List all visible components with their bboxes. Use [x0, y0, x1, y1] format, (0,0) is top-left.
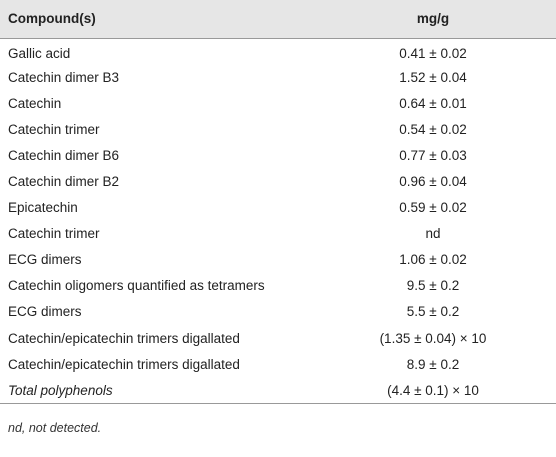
footnote: nd, not detected. [8, 420, 102, 435]
table-row: Catechin/epicatechin trimers digallated (… [0, 325, 556, 351]
table-row: Catechin 0.64 ± 0.01 [0, 90, 556, 116]
table-cell: (1.35 ± 0.04) × 10 [379, 330, 487, 346]
data-table: Compound(s) mg/g Gallic acid 0.41 ± 0.02 C… [0, 0, 556, 404]
table-cell: Catechin dimer B2 [8, 174, 120, 190]
table-cell: 8.9 ± 0.2 [406, 356, 460, 372]
table-row: Catechin oligomers quantified as tetrame… [0, 273, 556, 299]
table-row: Catechin/epicatechin trimers digallated 8… [0, 351, 556, 377]
table-cell: 0.96 ± 0.04 [399, 174, 467, 190]
table-row: Total polyphenols (4.4 ± 0.1) × 10 [0, 377, 556, 404]
header-cell: mg/g [416, 11, 450, 27]
table-cell: ECG dimers [8, 252, 82, 268]
table-cell: 0.77 ± 0.03 [399, 147, 467, 163]
header-cell: Compound(s) [8, 11, 96, 27]
table-cell: 1.06 ± 0.02 [399, 252, 467, 268]
table-row: Catechin dimer B2 0.96 ± 0.04 [0, 168, 556, 194]
table-cell: 0.54 ± 0.02 [399, 121, 467, 137]
table-row: Catechin trimer nd [0, 221, 556, 247]
table-cell: Gallic acid [8, 45, 71, 61]
table-cell: Epicatechin [8, 200, 78, 216]
table-cell: 9.5 ± 0.2 [406, 278, 460, 294]
table-cell: nd [425, 226, 441, 242]
table-cell: 0.41 ± 0.02 [399, 45, 467, 61]
table-cell: Total polyphenols [8, 382, 113, 398]
table-row: Gallic acid 0.41 ± 0.02 [0, 38, 556, 64]
table-cell: 1.52 ± 0.04 [399, 69, 467, 85]
table-cell: 0.59 ± 0.02 [399, 200, 467, 216]
table-row: Catechin dimer B6 0.77 ± 0.03 [0, 142, 556, 168]
table-cell: Catechin oligomers quantified as tetrame… [8, 278, 265, 294]
table-cell: Catechin trimer [8, 121, 100, 137]
table-cell: ECG dimers [8, 304, 82, 320]
table-cell: 5.5 ± 0.2 [406, 304, 460, 320]
table-cell: Catechin/epicatechin trimers digallated [8, 356, 240, 372]
table-cell: Catechin dimer B3 [8, 69, 120, 85]
table-cell: 0.64 ± 0.01 [399, 95, 467, 111]
table-cell: Catechin/epicatechin trimers digallated [8, 330, 240, 346]
table-row: ECG dimers 5.5 ± 0.2 [0, 299, 556, 325]
table-cell: Catechin [8, 95, 62, 111]
header-row: Compound(s) mg/g [0, 0, 556, 38]
table-row: Epicatechin 0.59 ± 0.02 [0, 195, 556, 221]
table-cell: (4.4 ± 0.1) × 10 [387, 382, 479, 398]
table-cell: Catechin trimer [8, 226, 100, 242]
table-row: Catechin trimer 0.54 ± 0.02 [0, 116, 556, 142]
table-row: Catechin dimer B3 1.52 ± 0.04 [0, 64, 556, 90]
table-body: Gallic acid 0.41 ± 0.02 Catechin dimer B3 1… [0, 38, 556, 404]
table-row: ECG dimers 1.06 ± 0.02 [0, 247, 556, 273]
table-cell: Catechin dimer B6 [8, 147, 120, 163]
table-header: Compound(s) mg/g [0, 0, 556, 38]
